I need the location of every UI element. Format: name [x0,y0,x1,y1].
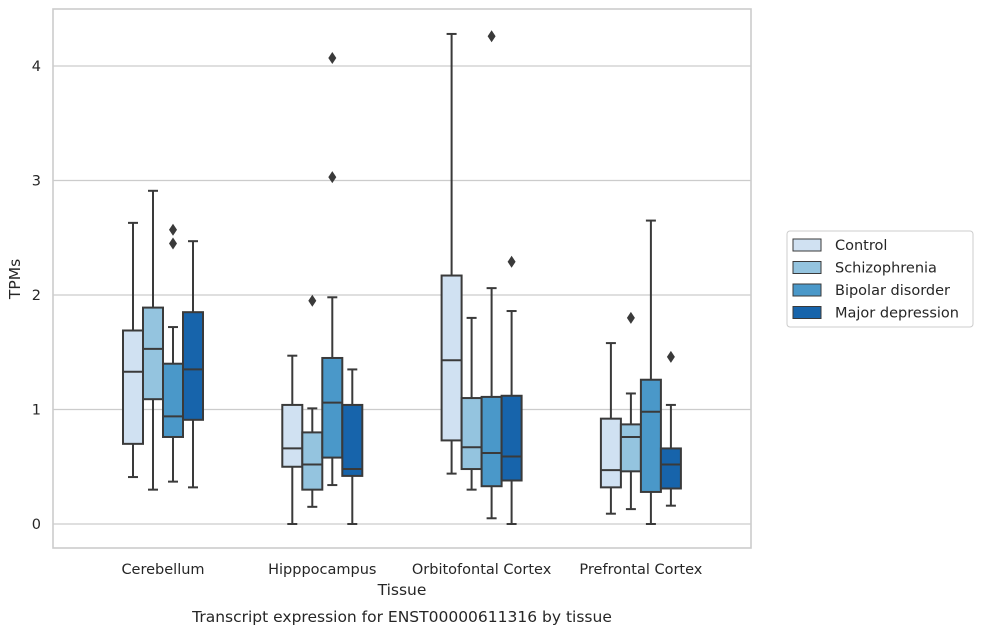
legend-swatch [792,306,822,319]
box-iqr [460,397,483,471]
x-tick-label: Cerebellum [121,562,204,578]
box-major-depression [500,255,523,525]
y-tick-label: 4 [32,59,41,75]
box-control [281,354,304,525]
legend: Control Schizophrenia Bipolar disorder Majo… [786,230,974,328]
box-iqr [341,403,364,477]
x-tick-label: Hipppocampus [268,562,376,578]
legend-label: Major depression [835,306,959,322]
box-schizophrenia [301,294,324,508]
x-tick-label: Orbitofontal Cortex [412,562,552,578]
y-tick-label: 2 [32,288,41,304]
box-iqr [301,431,324,491]
y-tick-label: 0 [32,517,41,533]
box-bipolar-disorder [321,51,344,487]
box-control [440,32,463,475]
legend-swatch [792,283,822,297]
box-iqr [321,356,344,459]
box-bipolar-disorder [162,223,184,483]
y-tick-label: 1 [32,403,41,419]
outlier-point [507,255,516,268]
box-major-depression [341,368,364,525]
box-iqr [619,423,642,473]
box-major-depression [659,350,682,507]
box-iqr [500,394,523,482]
x-tick-label: Prefrontal Cortex [579,562,702,578]
box-major-depression [182,240,204,489]
outlier-point [169,223,177,236]
x-tick-labels: Cerebellum Hipppocampus Orbitofontal Corte… [121,562,702,578]
outlier-point [666,350,675,363]
box-schizophrenia [142,189,164,491]
legend-swatch [792,238,822,252]
box-control [599,342,622,515]
box-bipolar-disorder [639,219,662,525]
box-iqr [122,329,144,445]
boxes-layer [122,30,682,525]
y-axis-label: TPMs [6,259,24,300]
outlier-point [626,311,635,324]
box-iqr [182,311,204,421]
legend-frame [786,230,974,328]
legend-label: Control [835,238,887,254]
box-schizophrenia [460,316,483,491]
box-iqr [440,274,463,442]
legend-label: Schizophrenia [835,261,937,277]
y-tick-labels: 0 1 2 3 4 [32,59,41,533]
box-iqr [659,447,682,490]
box-control [122,221,144,479]
outlier-point [328,51,337,64]
legend-label: Bipolar disorder [835,283,950,299]
box-iqr [639,378,662,493]
box-iqr [162,362,184,438]
legend-swatch [792,261,822,274]
box-iqr [599,417,622,489]
plot-frame [52,8,752,549]
outlier-point [169,237,177,250]
outlier-point [487,30,496,43]
box-schizophrenia [619,311,642,511]
box-iqr [281,403,304,468]
box-bipolar-disorder [480,30,503,520]
x-axis-label: Tissue [377,581,427,599]
y-tick-label: 3 [32,174,41,190]
outlier-point [308,294,317,307]
box-iqr [480,395,503,488]
chart-caption: Transcript expression for ENST0000061131… [191,608,612,626]
box-iqr [142,306,164,401]
outlier-point [328,171,337,184]
